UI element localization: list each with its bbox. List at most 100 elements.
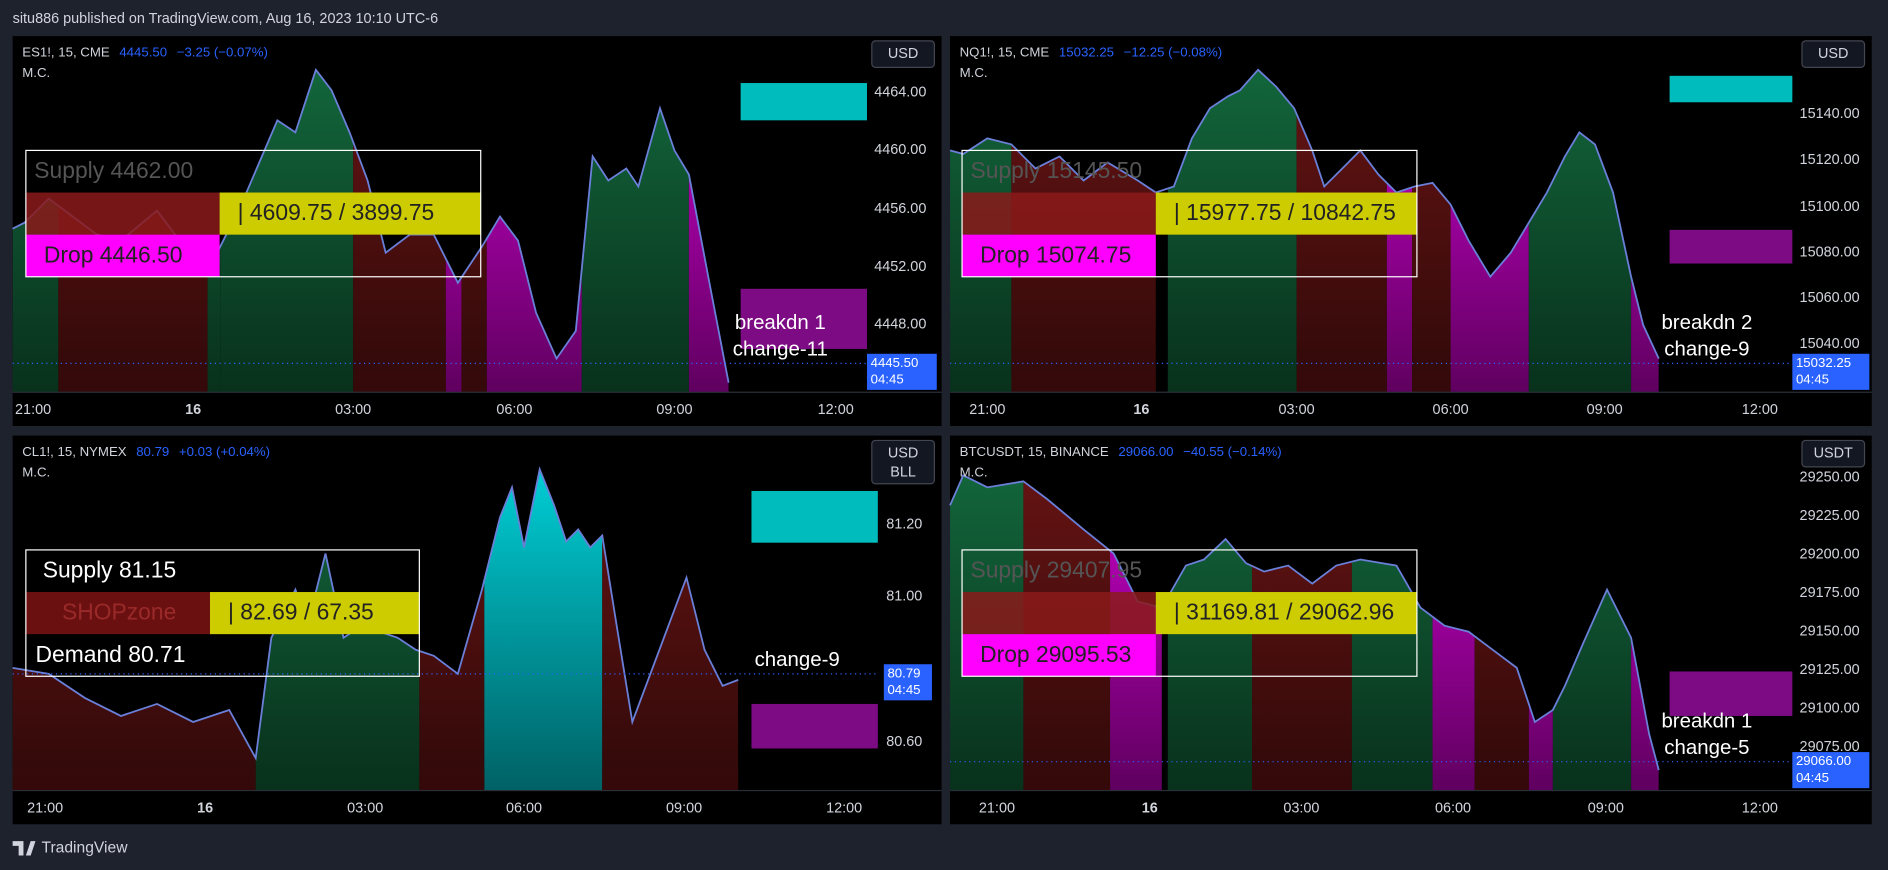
x-tick-label: 16 [197,800,213,816]
x-tick-label: 21:00 [979,800,1015,816]
info-box [961,549,1418,677]
bg-band [1167,768,1253,791]
bg-band [1011,370,1156,393]
currency-label: USD [1818,46,1848,62]
quote-price: 29066.00 [1118,444,1173,459]
y-tick-label: 15120.00 [1800,152,1860,168]
supply-label: Supply 15145.50 [970,157,1142,183]
supply-row [25,192,220,235]
y-tick-label: 4460.00 [874,142,926,158]
range-box [1155,592,1417,635]
supply-label: Supply 29407.95 [970,557,1142,583]
bg-band [1528,370,1632,393]
zone-bottom [740,288,867,349]
x-tick-label: 06:00 [1435,800,1471,816]
bg-band [602,768,739,791]
info-box [25,549,420,677]
indicator-name: M.C. [22,65,50,80]
range-label: | 15977.75 / 10842.75 [1174,199,1396,225]
price-line [12,466,739,761]
y-tick-label: 29250.00 [1800,470,1860,486]
bg-band [461,370,487,393]
y-tick-label: 29175.00 [1800,585,1860,601]
price-line [949,68,1660,359]
annotation: breakdn 1 [735,311,826,334]
supply-label: Supply 81.15 [43,557,176,583]
x-tick-label: 21:00 [15,402,51,418]
zone-top [1669,75,1793,103]
price-tag [1792,353,1870,390]
currency-label: USDT [1814,445,1853,461]
bg-band [1474,768,1529,791]
bg-band [58,370,208,393]
annotation: change-9 [1664,338,1749,361]
currency-button[interactable] [1801,439,1866,468]
zone-top [740,83,867,121]
x-tick-label: 03:00 [1283,800,1319,816]
range-box [209,592,420,635]
x-tick-label: 03:00 [335,402,371,418]
drop-box [962,234,1156,277]
last-price: 29066.00 [1796,753,1851,768]
symbol: NQ1!, 15, CME [960,44,1050,59]
x-tick-label: 09:00 [1587,402,1623,418]
y-tick-label: 29075.00 [1800,739,1860,755]
y-tick-label: 29150.00 [1800,624,1860,640]
annotation: breakdn 2 [1661,311,1752,334]
bg-band [220,370,354,393]
annotation: change-9 [755,648,840,671]
countdown: 04:45 [871,372,904,387]
demand-label: Demand 80.71 [35,641,185,667]
annotation: breakdn 1 [1661,709,1752,732]
bg-band [1412,370,1451,393]
currency-button[interactable] [871,40,935,68]
y-tick-label: 15060.00 [1800,290,1860,306]
footer-brand: TradingView [42,839,129,856]
currency-label: USD [888,445,918,461]
last-price: 4445.50 [871,355,919,370]
y-tick-label: 4448.00 [874,317,926,333]
y-tick-label: 29200.00 [1800,547,1860,563]
range-label: | 31169.81 / 29062.96 [1174,599,1394,625]
y-tick-label: 15140.00 [1800,106,1860,122]
quote-price: 80.79 [136,444,169,459]
quote-price: 15032.25 [1059,44,1114,59]
price-tag [1792,752,1870,789]
currency-button[interactable] [871,439,935,485]
last-price: 15032.25 [1796,355,1851,370]
drop-label: Drop 29095.53 [980,641,1131,667]
zone-top [751,490,878,543]
x-tick-label: 16 [1133,402,1149,418]
supply-row [962,592,1156,635]
drop-box [25,234,220,277]
x-tick-label: 12:00 [818,402,854,418]
countdown: 04:45 [887,682,920,697]
y-tick-label: 15080.00 [1800,245,1860,261]
x-tick-label: 12:00 [826,800,862,816]
countdown: 04:45 [1796,770,1829,785]
indicator-name: M.C. [960,464,988,479]
range-box [219,192,481,235]
price-tag [866,353,937,390]
bg-band [419,768,485,791]
currency-button[interactable] [1801,40,1866,68]
x-tick-label: 06:00 [506,800,542,816]
quote-change: −40.55 (−0.14%) [1183,444,1281,459]
supply-row [962,192,1156,235]
bg-band [581,370,689,393]
info-box [961,149,1418,278]
quote-change: +0.03 (+0.04%) [179,444,270,459]
drop-label: Drop 4446.50 [44,241,183,267]
range-label: | 4609.75 / 3899.75 [238,199,435,225]
y-tick-label: 4452.00 [874,259,926,275]
x-tick-label: 21:00 [969,402,1005,418]
x-tick-label: 16 [1142,800,1158,816]
y-tick-label: 4456.00 [874,201,926,217]
quote-price: 4445.50 [119,44,167,59]
x-tick-label: 06:00 [496,402,532,418]
x-tick-label: 21:00 [27,800,63,816]
price-tag [883,664,932,701]
zone-row [25,592,210,635]
indicator-name: M.C. [22,464,50,479]
bg-band [1023,768,1111,791]
